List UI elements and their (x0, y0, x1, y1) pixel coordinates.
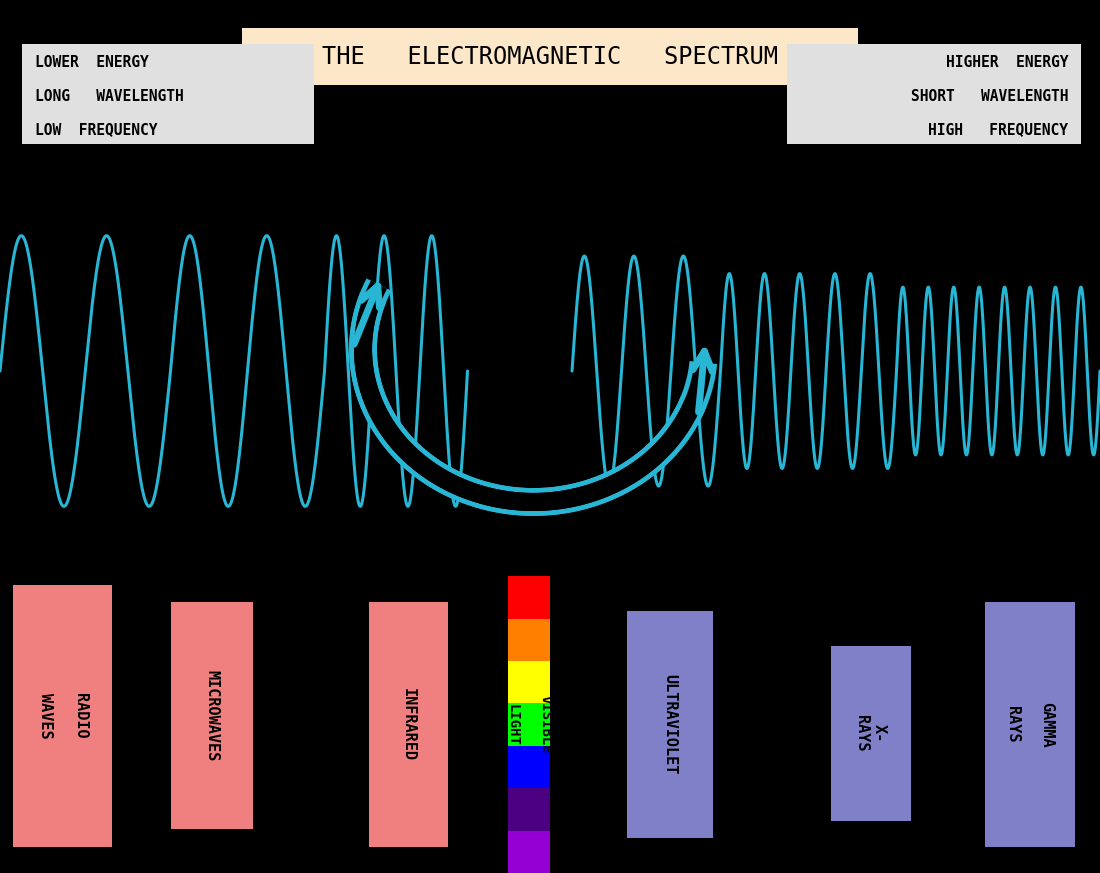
Bar (508, 576, 550, 619)
Bar (508, 619, 550, 661)
Bar (830, 646, 911, 821)
Text: VISIBLE
 
LIGHT: VISIBLE LIGHT (506, 695, 552, 754)
Text: INFRARED: INFRARED (400, 688, 416, 761)
FancyBboxPatch shape (242, 28, 858, 85)
Bar (13, 585, 112, 847)
Text: MICROWAVES: MICROWAVES (205, 670, 219, 761)
Text: X-
RAYS: X- RAYS (855, 715, 887, 752)
Bar (984, 602, 1075, 847)
Bar (508, 788, 550, 830)
Bar (368, 602, 448, 847)
Bar (627, 611, 713, 838)
Text: RADIO
 
WAVES: RADIO WAVES (37, 693, 88, 739)
Bar (508, 830, 550, 873)
Text: LOW  FREQUENCY: LOW FREQUENCY (35, 121, 157, 137)
Text: HIGH   FREQUENCY: HIGH FREQUENCY (928, 121, 1068, 137)
Text: ULTRAVIOLET: ULTRAVIOLET (662, 675, 678, 774)
Text: LONG   WAVELENGTH: LONG WAVELENGTH (35, 88, 184, 104)
FancyBboxPatch shape (786, 44, 1081, 144)
Text: LOWER  ENERGY: LOWER ENERGY (35, 55, 148, 71)
Text: SHORT   WAVELENGTH: SHORT WAVELENGTH (911, 88, 1068, 104)
Bar (170, 602, 253, 829)
Bar (508, 661, 550, 704)
FancyBboxPatch shape (22, 44, 313, 144)
Bar (508, 704, 550, 746)
Text: HIGHER  ENERGY: HIGHER ENERGY (946, 55, 1068, 71)
Text: GAMMA
 
RAYS: GAMMA RAYS (1004, 702, 1055, 747)
Text: THE   ELECTROMAGNETIC   SPECTRUM: THE ELECTROMAGNETIC SPECTRUM (322, 45, 778, 69)
Bar (508, 746, 550, 788)
